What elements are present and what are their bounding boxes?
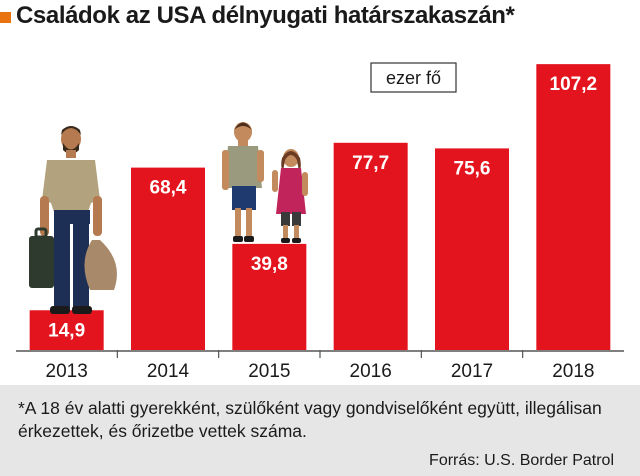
unit-label-box: [370, 62, 457, 93]
bar-2015: [232, 243, 307, 350]
bar-2014: [131, 167, 205, 350]
bar-2018: [536, 64, 611, 350]
man-with-luggage-icon: [29, 126, 117, 314]
footer: *A 18 év alatti gyerekként, szülőként va…: [0, 385, 640, 476]
x-tick-label-2014: 2014: [147, 361, 190, 382]
source-credit: Forrás: U.S. Border Patrol: [429, 452, 614, 469]
bar-value-label-2013: 14,9: [48, 320, 85, 341]
title-marker: [0, 12, 11, 23]
chart-title: Családok az USA délnyugati határszakaszá…: [16, 2, 515, 29]
children-icon: [222, 122, 308, 243]
x-tick-label-2015: 2015: [248, 361, 290, 382]
x-tick-label-2016: 2016: [350, 361, 392, 382]
bar-2013: [29, 310, 104, 350]
x-tick-label-2017: 2017: [451, 361, 493, 382]
bar-value-label-2014: 68,4: [150, 178, 187, 199]
bar-value-label-2016: 77,7: [352, 153, 389, 174]
bar-2016: [333, 142, 408, 350]
unit-label: ezer fő: [386, 68, 441, 88]
bar-chart: ezer fő 14,9 68,4 39,8 77,7 75,6 107,2: [16, 62, 624, 382]
bar-value-label-2015: 39,8: [251, 254, 288, 275]
footnote: *A 18 év alatti gyerekként, szülőként va…: [18, 398, 602, 441]
bar-value-label-2017: 75,6: [454, 158, 491, 179]
bar-2017: [435, 148, 509, 350]
x-tick-label-2018: 2018: [552, 361, 594, 382]
x-tick-label-2013: 2013: [46, 361, 88, 382]
bar-value-label-2018: 107,2: [550, 74, 598, 95]
